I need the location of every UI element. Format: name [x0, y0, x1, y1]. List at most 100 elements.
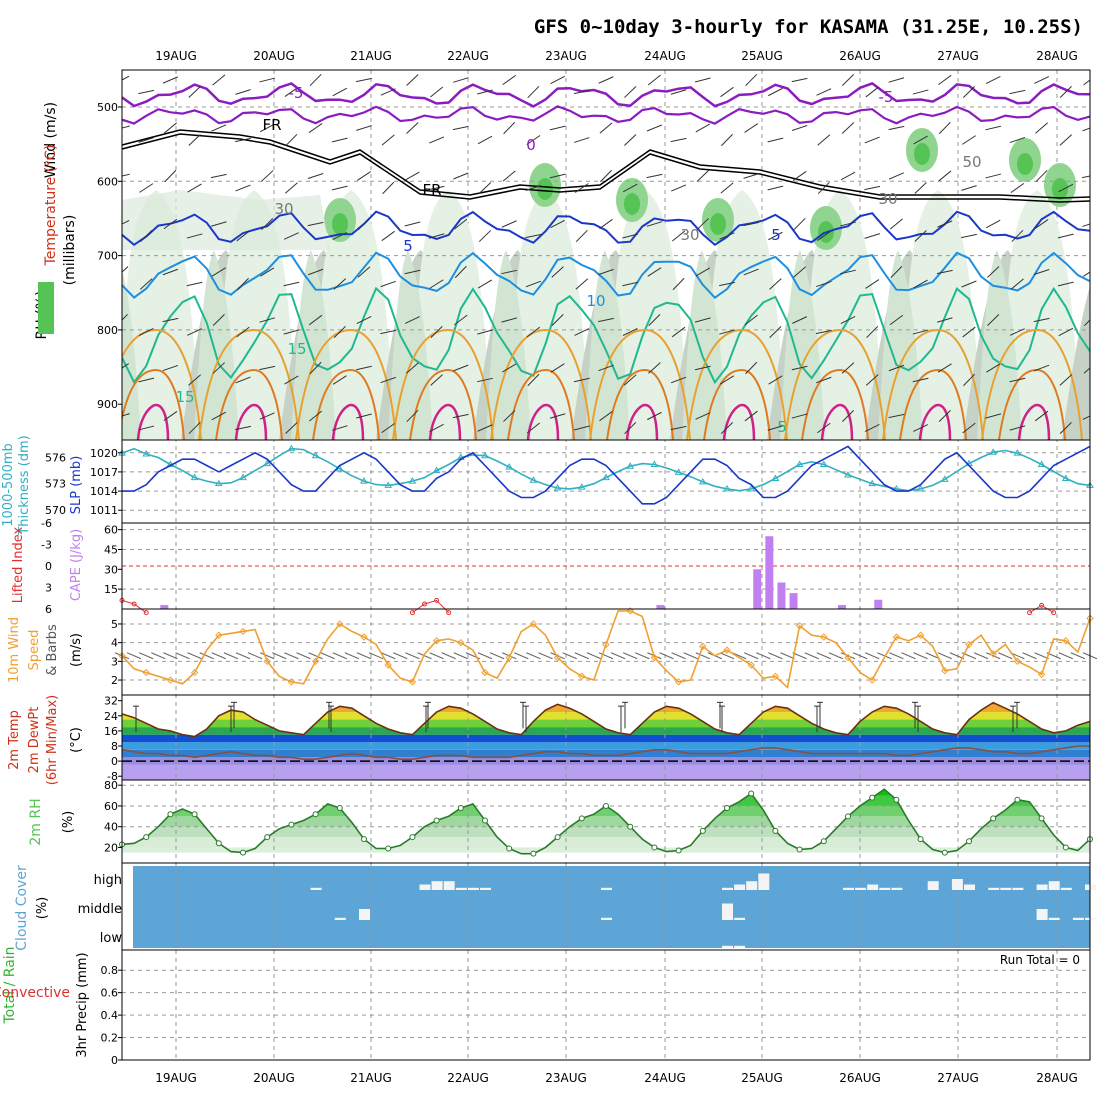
- wind-barb: [332, 87, 348, 97]
- wind-barb: [122, 266, 129, 273]
- cloud-middle-bar: [1048, 917, 1060, 920]
- wind10-speed-line-point: [529, 620, 538, 628]
- wind10-speed-line-point: [166, 676, 175, 684]
- wind-barb: [743, 221, 760, 227]
- wind-barb: [210, 221, 227, 227]
- wind10-barb: [538, 652, 553, 660]
- wind-barb: [817, 134, 831, 146]
- cape-tick-label: 60: [104, 524, 118, 537]
- cloud-high-bar: [988, 887, 1000, 890]
- wind-barb: [598, 317, 614, 323]
- wind10-barb: [260, 652, 275, 660]
- wind-barb: [381, 134, 395, 146]
- wind-barb: [962, 135, 976, 145]
- wind-barb: [719, 281, 735, 287]
- rh2m-line-point: [820, 838, 827, 845]
- wind10-barb: [332, 652, 347, 660]
- wind-barb: [1059, 86, 1072, 98]
- wind-barb: [237, 277, 249, 291]
- wind-barb: [551, 266, 564, 278]
- wind10-barb: [804, 652, 819, 660]
- cloud-high-bar: [951, 879, 963, 890]
- rh-core-blob: [1017, 153, 1033, 175]
- wind10-barb: [756, 652, 771, 660]
- contour-label: 15: [175, 388, 194, 406]
- wind-barb: [259, 317, 276, 323]
- precip-tick-label: 0.8: [101, 964, 119, 977]
- wind-barb: [284, 87, 299, 97]
- cape-tick-label: 45: [104, 543, 118, 556]
- thickness-line-point: [916, 484, 925, 492]
- isotherm-25: [507, 368, 575, 440]
- wind-barb: [987, 314, 1000, 326]
- wind10-barb: [223, 652, 239, 660]
- wind-barb: [525, 185, 542, 191]
- wind-barb: [599, 218, 613, 230]
- wind-barb: [574, 183, 589, 193]
- cloud-high-bar: [419, 884, 431, 890]
- wind-barb: [647, 411, 662, 421]
- rh-core-blob: [710, 213, 726, 235]
- date-label-top: 19AUG: [155, 49, 197, 63]
- isotherm-30: [625, 403, 659, 440]
- wind-barb: [936, 269, 953, 275]
- wind-barb: [961, 233, 977, 239]
- wind10-barb: [139, 652, 154, 660]
- wind-barb: [259, 412, 275, 420]
- wind-barb: [573, 425, 590, 431]
- li-tick-label: 3: [45, 582, 52, 595]
- isotherm-25: [899, 368, 967, 440]
- wind-barb: [914, 230, 927, 242]
- wind-barb: [599, 410, 613, 422]
- wind-barb: [961, 185, 977, 191]
- rh2m-line-point: [312, 811, 319, 818]
- isotherm-25: [312, 368, 380, 440]
- rh-bands: [122, 789, 1090, 853]
- contour-label: -5: [289, 84, 304, 102]
- wind-barb: [1082, 127, 1090, 132]
- thickness-line-point: [553, 484, 562, 491]
- slp-tick-label: 1014: [90, 485, 118, 498]
- wind10-speed-line: [121, 610, 1091, 690]
- rh-band: [408, 190, 493, 440]
- wind-barb: [188, 86, 201, 98]
- wind-barb: [816, 280, 832, 288]
- wind10-barb: [586, 652, 602, 660]
- wind10-speed-line-point: [481, 668, 489, 677]
- contour-label: 15: [287, 340, 306, 358]
- isotherm-20: [882, 328, 984, 440]
- wind-barb: [624, 134, 637, 146]
- wind-barb: [235, 376, 251, 384]
- cape-bar: [753, 569, 762, 609]
- wind-barb: [1057, 281, 1074, 287]
- wind-barb: [986, 363, 1001, 373]
- cloud-high-bar: [758, 873, 770, 890]
- temp-band: [122, 727, 1090, 735]
- rh-core-blob: [914, 143, 930, 165]
- precip-tick-label: 0.4: [101, 1009, 119, 1022]
- wind10-barb: [1022, 652, 1037, 660]
- wind-barb: [1035, 169, 1048, 183]
- isotherm-30: [820, 403, 854, 440]
- rh2m-line-point: [336, 805, 343, 812]
- wind10-speed-line-point: [311, 657, 320, 666]
- wind-barb: [1057, 233, 1074, 239]
- wind-barb: [694, 365, 711, 371]
- isotherm-20: [392, 328, 494, 440]
- cloud-high-bar: [746, 881, 758, 890]
- isotherm-20: [981, 328, 1083, 440]
- thickness-tick-label: 576: [45, 451, 66, 464]
- wind-barb: [793, 217, 806, 231]
- wind-barb: [162, 76, 178, 84]
- li-tick-label: -3: [41, 539, 52, 552]
- wind-barb: [380, 280, 396, 288]
- cloud-high-bar: [734, 884, 746, 890]
- wind-barb: [332, 231, 348, 241]
- wind-barb: [624, 421, 637, 435]
- rh-band: [122, 816, 1090, 827]
- wind-barb: [550, 219, 565, 229]
- cloud-high-bar: [891, 887, 903, 890]
- rh-band: [311, 190, 396, 440]
- thickness-line-point: [844, 470, 852, 478]
- rh2m-line-point: [917, 836, 924, 843]
